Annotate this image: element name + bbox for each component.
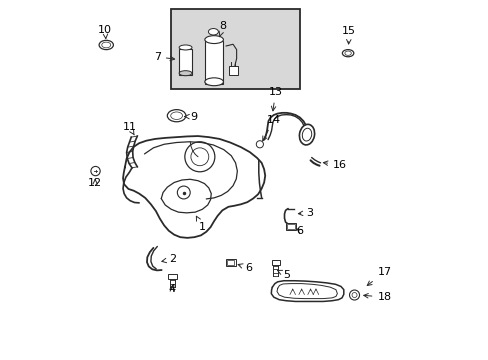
Text: 7: 7: [153, 52, 174, 62]
Bar: [272, 260, 279, 265]
Text: 4: 4: [168, 284, 176, 294]
Bar: [179, 49, 192, 75]
Bar: [285, 223, 296, 230]
Text: 11: 11: [122, 122, 136, 135]
Ellipse shape: [204, 36, 223, 44]
Text: 10: 10: [98, 25, 112, 39]
Text: 1: 1: [196, 216, 205, 232]
Bar: [204, 41, 223, 84]
Bar: [287, 224, 294, 229]
Ellipse shape: [299, 124, 314, 145]
Circle shape: [256, 141, 263, 148]
Text: 14: 14: [262, 115, 280, 141]
Bar: [171, 9, 299, 89]
Ellipse shape: [204, 78, 223, 86]
Text: 18: 18: [363, 292, 391, 302]
Text: 15: 15: [342, 26, 355, 44]
Ellipse shape: [302, 128, 311, 141]
Text: 6: 6: [296, 226, 303, 236]
Ellipse shape: [179, 45, 192, 50]
Text: 5: 5: [277, 270, 289, 280]
Text: 9: 9: [184, 112, 197, 122]
Text: 3: 3: [298, 208, 313, 218]
Text: 13: 13: [268, 87, 282, 111]
Bar: [229, 66, 238, 75]
Bar: [168, 274, 176, 279]
Ellipse shape: [208, 28, 218, 35]
Text: 17: 17: [366, 267, 391, 285]
Bar: [227, 260, 234, 265]
Bar: [225, 258, 236, 266]
Ellipse shape: [179, 71, 192, 76]
Text: 16: 16: [323, 159, 346, 170]
Text: 6: 6: [238, 263, 252, 273]
Text: 8: 8: [219, 21, 226, 37]
Text: 2: 2: [162, 254, 176, 264]
Text: 12: 12: [88, 178, 102, 188]
